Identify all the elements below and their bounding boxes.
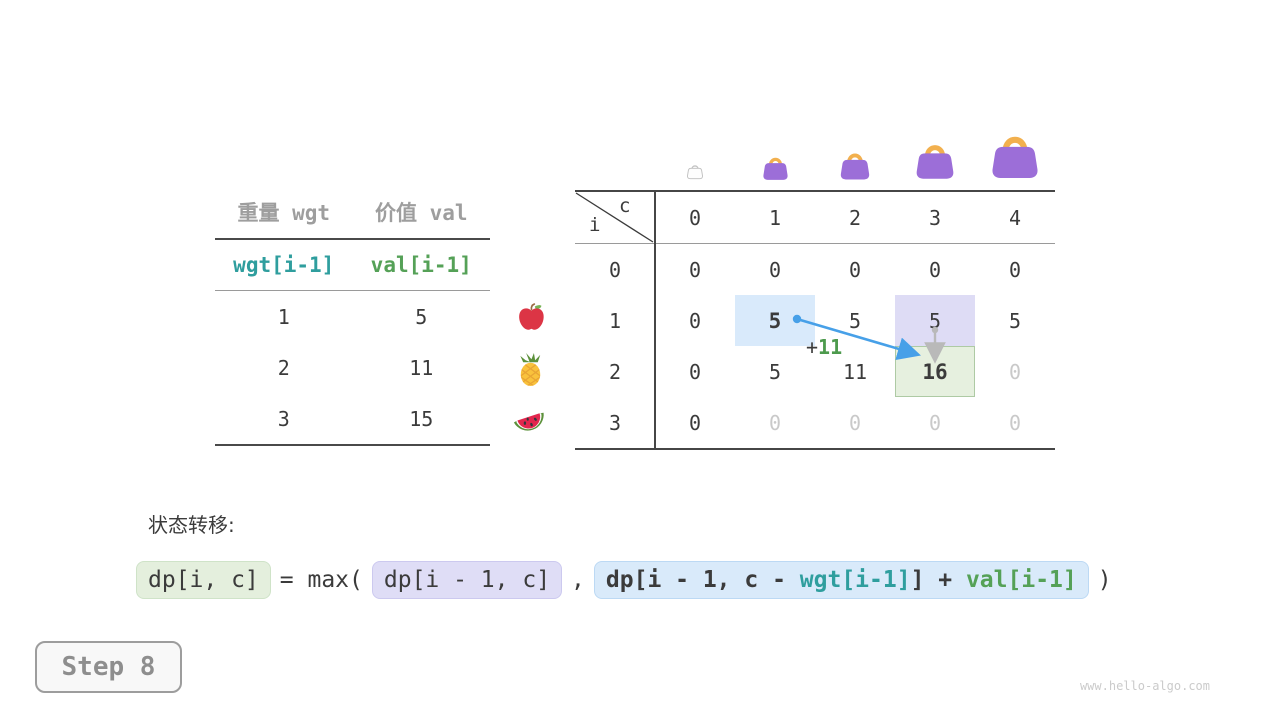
dp-cell: 5 [1008,308,1022,333]
weights-table-cell: 3 [277,406,290,431]
formula-token: dp[i - 1, c - [605,567,800,593]
divider [215,444,490,446]
dp-table-row: 3 0 0 0 0 0 [575,397,1055,448]
dp-row-header: 2 [608,359,622,384]
weights-table-header: 重量 wgt 价值 val [215,186,490,238]
weights-table-row: 2 11 [215,342,490,393]
dp-cell: 0 [768,257,782,282]
formula-separator: , [571,567,585,593]
watermelon-icon [512,404,548,439]
divider [215,238,490,240]
handbag-medium-icon [913,138,957,182]
dp-row-header: 3 [608,410,622,435]
gain-value: 11 [818,335,843,359]
weights-values-table: 重量 wgt 价值 val wgt[i-1] val[i-1] 1 5 2 11 3 15 [215,186,490,446]
step-badge: Step 8 [35,641,182,693]
dp-col-header: 3 [928,205,942,230]
col-header-value: 价值 val [374,201,468,225]
handbag-small-icon [838,148,872,182]
dp-cell: 11 [842,359,868,384]
divider [215,290,490,291]
formula-token: val[i-1] [965,567,1077,593]
dp-cell: 16 [895,346,975,397]
weights-table-index-row: wgt[i-1] val[i-1] [215,240,490,290]
divider [575,243,1055,244]
dp-table-row: 2 0 5 11 16 0 [575,346,1055,397]
dp-cell: 0 [1008,410,1022,435]
dp-col-header: 4 [1008,205,1022,230]
weights-table-cell: 5 [415,304,428,329]
formula-eq-max: = max( [279,567,363,593]
weights-table-row: 3 15 [215,393,490,444]
val-index-label: val[i-1] [370,253,472,277]
dp-cell: 0 [928,257,942,282]
dp-cell: 5 [768,359,782,384]
transition-formula: dp[i, c] = max( dp[i - 1, c] , dp[i - 1,… [136,561,1112,599]
dp-cell: 0 [848,257,862,282]
dp-cell: 0 [688,308,702,333]
dp-cell: 0 [1008,257,1022,282]
transition-section-label: 状态转移: [148,513,235,537]
dp-cell: 0 [688,257,702,282]
weights-table-cell: 15 [409,406,434,431]
divider [575,448,1055,450]
dp-cell: 0 [768,410,782,435]
dp-col-header: 1 [768,205,782,230]
dp-col-header: 2 [848,205,862,230]
gain-annotation: +11 [806,335,842,359]
dp-cell: 0 [928,410,942,435]
dp-cell: 0 [848,410,862,435]
dp-row-header: 0 [608,257,622,282]
weights-table-cell: 11 [409,355,434,380]
formula-close-paren: ) [1097,567,1112,593]
apple-icon [516,302,546,332]
corner-row-var: i [589,214,601,236]
formula-option-take: dp[i - 1, c - wgt[i-1]] + val[i-1] [593,561,1089,599]
dp-cell: 0 [688,410,702,435]
plus-sign: + [806,335,819,359]
dp-col-header: 0 [688,205,702,230]
col-header-weight: 重量 wgt [237,201,331,225]
dp-cell: 5 [735,295,815,346]
wgt-index-label: wgt[i-1] [233,253,335,277]
divider [654,190,656,450]
weights-table-cell: 2 [277,355,290,380]
formula-lhs: dp[i, c] [136,561,271,599]
pineapple-icon [513,352,548,387]
dp-table-row: 0 0 0 0 0 0 [575,244,1055,295]
formula-option-keep: dp[i - 1, c] [371,561,563,599]
handbag-xs-icon [761,153,790,182]
dp-row-header: 1 [608,308,622,333]
handbag-empty-icon [686,161,704,181]
dp-corner-cell: c i [575,192,654,243]
corner-col-var: c [619,195,631,217]
watermark: www.hello-algo.com [1079,679,1210,693]
dp-cell: 5 [895,295,975,346]
dp-cell: 0 [688,359,702,384]
divider [575,190,1055,192]
formula-token: wgt[i-1] [799,567,911,593]
weights-table-cell: 1 [277,304,290,329]
formula-token: ] + [910,567,966,593]
dp-cell: 0 [1008,359,1022,384]
handbag-large-icon [988,128,1042,182]
